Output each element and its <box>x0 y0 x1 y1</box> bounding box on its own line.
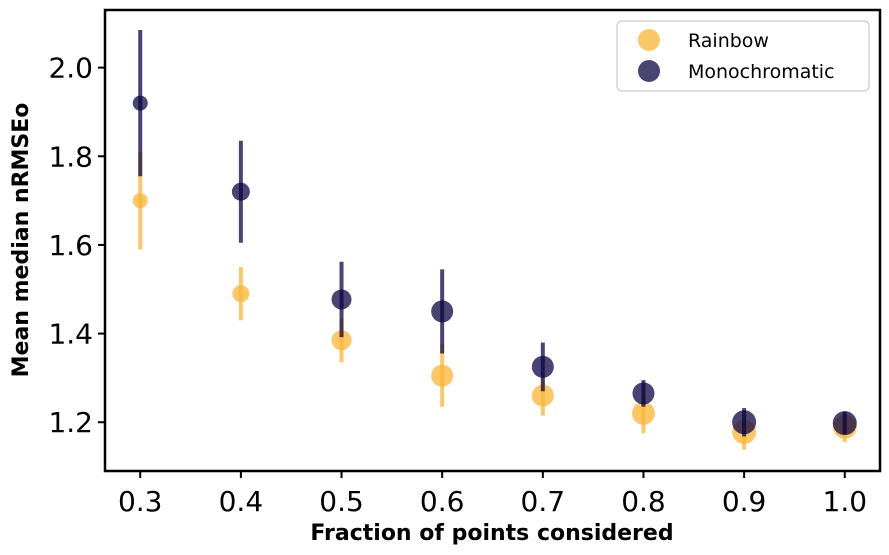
x-tick-label: 0.7 <box>521 485 566 518</box>
x-tick-label: 0.6 <box>420 485 465 518</box>
y-axis: 1.2 1.4 1.6 1.8 2.0 <box>48 52 105 439</box>
legend-label-monochromatic: Monochromatic <box>688 61 835 83</box>
y-tick-label: 1.6 <box>48 229 93 262</box>
y-tick-label: 2.0 <box>48 52 93 85</box>
legend-box <box>616 20 870 92</box>
monochromatic-point <box>531 355 554 378</box>
x-tick-label: 0.9 <box>722 485 767 518</box>
rainbow-point <box>631 401 655 425</box>
x-tick-label: 0.3 <box>118 485 163 518</box>
legend-label-rainbow: Rainbow <box>688 30 769 52</box>
x-tick-label: 1.0 <box>823 485 868 518</box>
y-tick-label: 1.8 <box>48 140 93 173</box>
y-axis-label: Mean median nRMSEo <box>9 103 34 378</box>
rainbow-point <box>132 193 148 209</box>
monochromatic-point <box>231 182 250 201</box>
legend-marker-monochromatic <box>638 60 660 82</box>
y-tick-label: 1.2 <box>48 406 93 439</box>
monochromatic-point <box>331 289 352 310</box>
y-tick-label: 1.4 <box>48 318 93 351</box>
x-axis-label: Fraction of points considered <box>310 521 673 546</box>
x-tick-label: 0.5 <box>319 485 364 518</box>
x-axis: 0.3 0.4 0.5 0.6 0.7 0.8 0.9 1.0 <box>118 471 867 518</box>
rainbow-point <box>431 364 454 387</box>
monochromatic-point <box>632 382 655 405</box>
monochromatic-point <box>732 410 757 435</box>
x-tick-label: 0.4 <box>219 485 264 518</box>
rainbow-point <box>232 285 250 303</box>
monochromatic-point <box>431 300 454 323</box>
rainbow-point <box>331 330 352 351</box>
legend: Rainbow Monochromatic <box>616 20 870 92</box>
monochromatic-point <box>132 95 148 111</box>
x-tick-label: 0.8 <box>621 485 666 518</box>
legend-marker-rainbow <box>638 29 660 51</box>
data-marks <box>132 29 857 450</box>
plot-frame <box>103 8 882 473</box>
monochromatic-point <box>832 411 857 436</box>
rainbow-point <box>531 384 554 407</box>
